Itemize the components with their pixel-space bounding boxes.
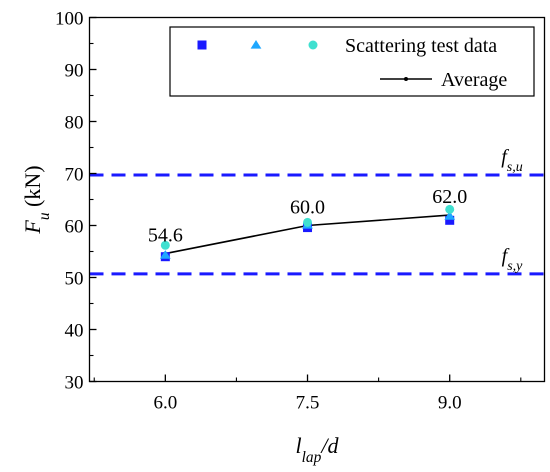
scatter-series <box>159 204 456 262</box>
average-data-label: 62.0 <box>432 186 467 208</box>
legend-box <box>169 26 535 97</box>
legend-marker-square <box>197 40 207 50</box>
legend-scatter-label: Scattering test data <box>345 35 497 57</box>
legend-average-point <box>404 77 408 81</box>
reference-lines: fs,u fs,y <box>89 146 545 276</box>
average-data-label: 54.6 <box>148 225 183 247</box>
scatter-point-square <box>445 215 455 225</box>
axes: 6.0 7.5 9.0 30 40 50 60 70 80 90 100 llap/d Fu (kN) <box>20 9 522 466</box>
legend-marker-circle <box>308 40 318 50</box>
y-tick-label: 40 <box>65 321 84 342</box>
scatter-point-triangle <box>444 211 456 220</box>
y-tick-label: 30 <box>65 373 84 394</box>
y-tick-label: 90 <box>65 61 84 82</box>
scatter-point-circle <box>445 204 455 214</box>
x-tick-label: 7.5 <box>296 393 320 414</box>
average-data-label: 60.0 <box>290 197 325 219</box>
data-labels: 54.6 60.0 62.0 <box>148 186 467 246</box>
y-tick-label: 70 <box>65 165 84 186</box>
y-tick-label: 80 <box>65 113 84 134</box>
x-tick-label: 9.0 <box>438 393 462 414</box>
y-tick-label: 100 <box>55 9 84 30</box>
scatter-point-triangle <box>159 250 171 259</box>
legend-average-label: Average <box>441 69 507 91</box>
legend-marker-triangle <box>250 39 262 49</box>
reference-line-label: fs,u <box>501 146 523 175</box>
y-tick-label: 60 <box>65 217 84 238</box>
reference-line-label: fs,y <box>502 245 524 274</box>
scatter-point-circle <box>303 217 313 227</box>
legend: Scattering test data Average <box>169 26 535 97</box>
y-tick-label: 50 <box>65 269 84 290</box>
x-tick-label: 6.0 <box>153 393 177 414</box>
scatter-point-circle <box>160 240 170 250</box>
x-axis-title: llap/d <box>296 433 340 466</box>
y-axis-title: Fu (kN) <box>20 165 53 234</box>
